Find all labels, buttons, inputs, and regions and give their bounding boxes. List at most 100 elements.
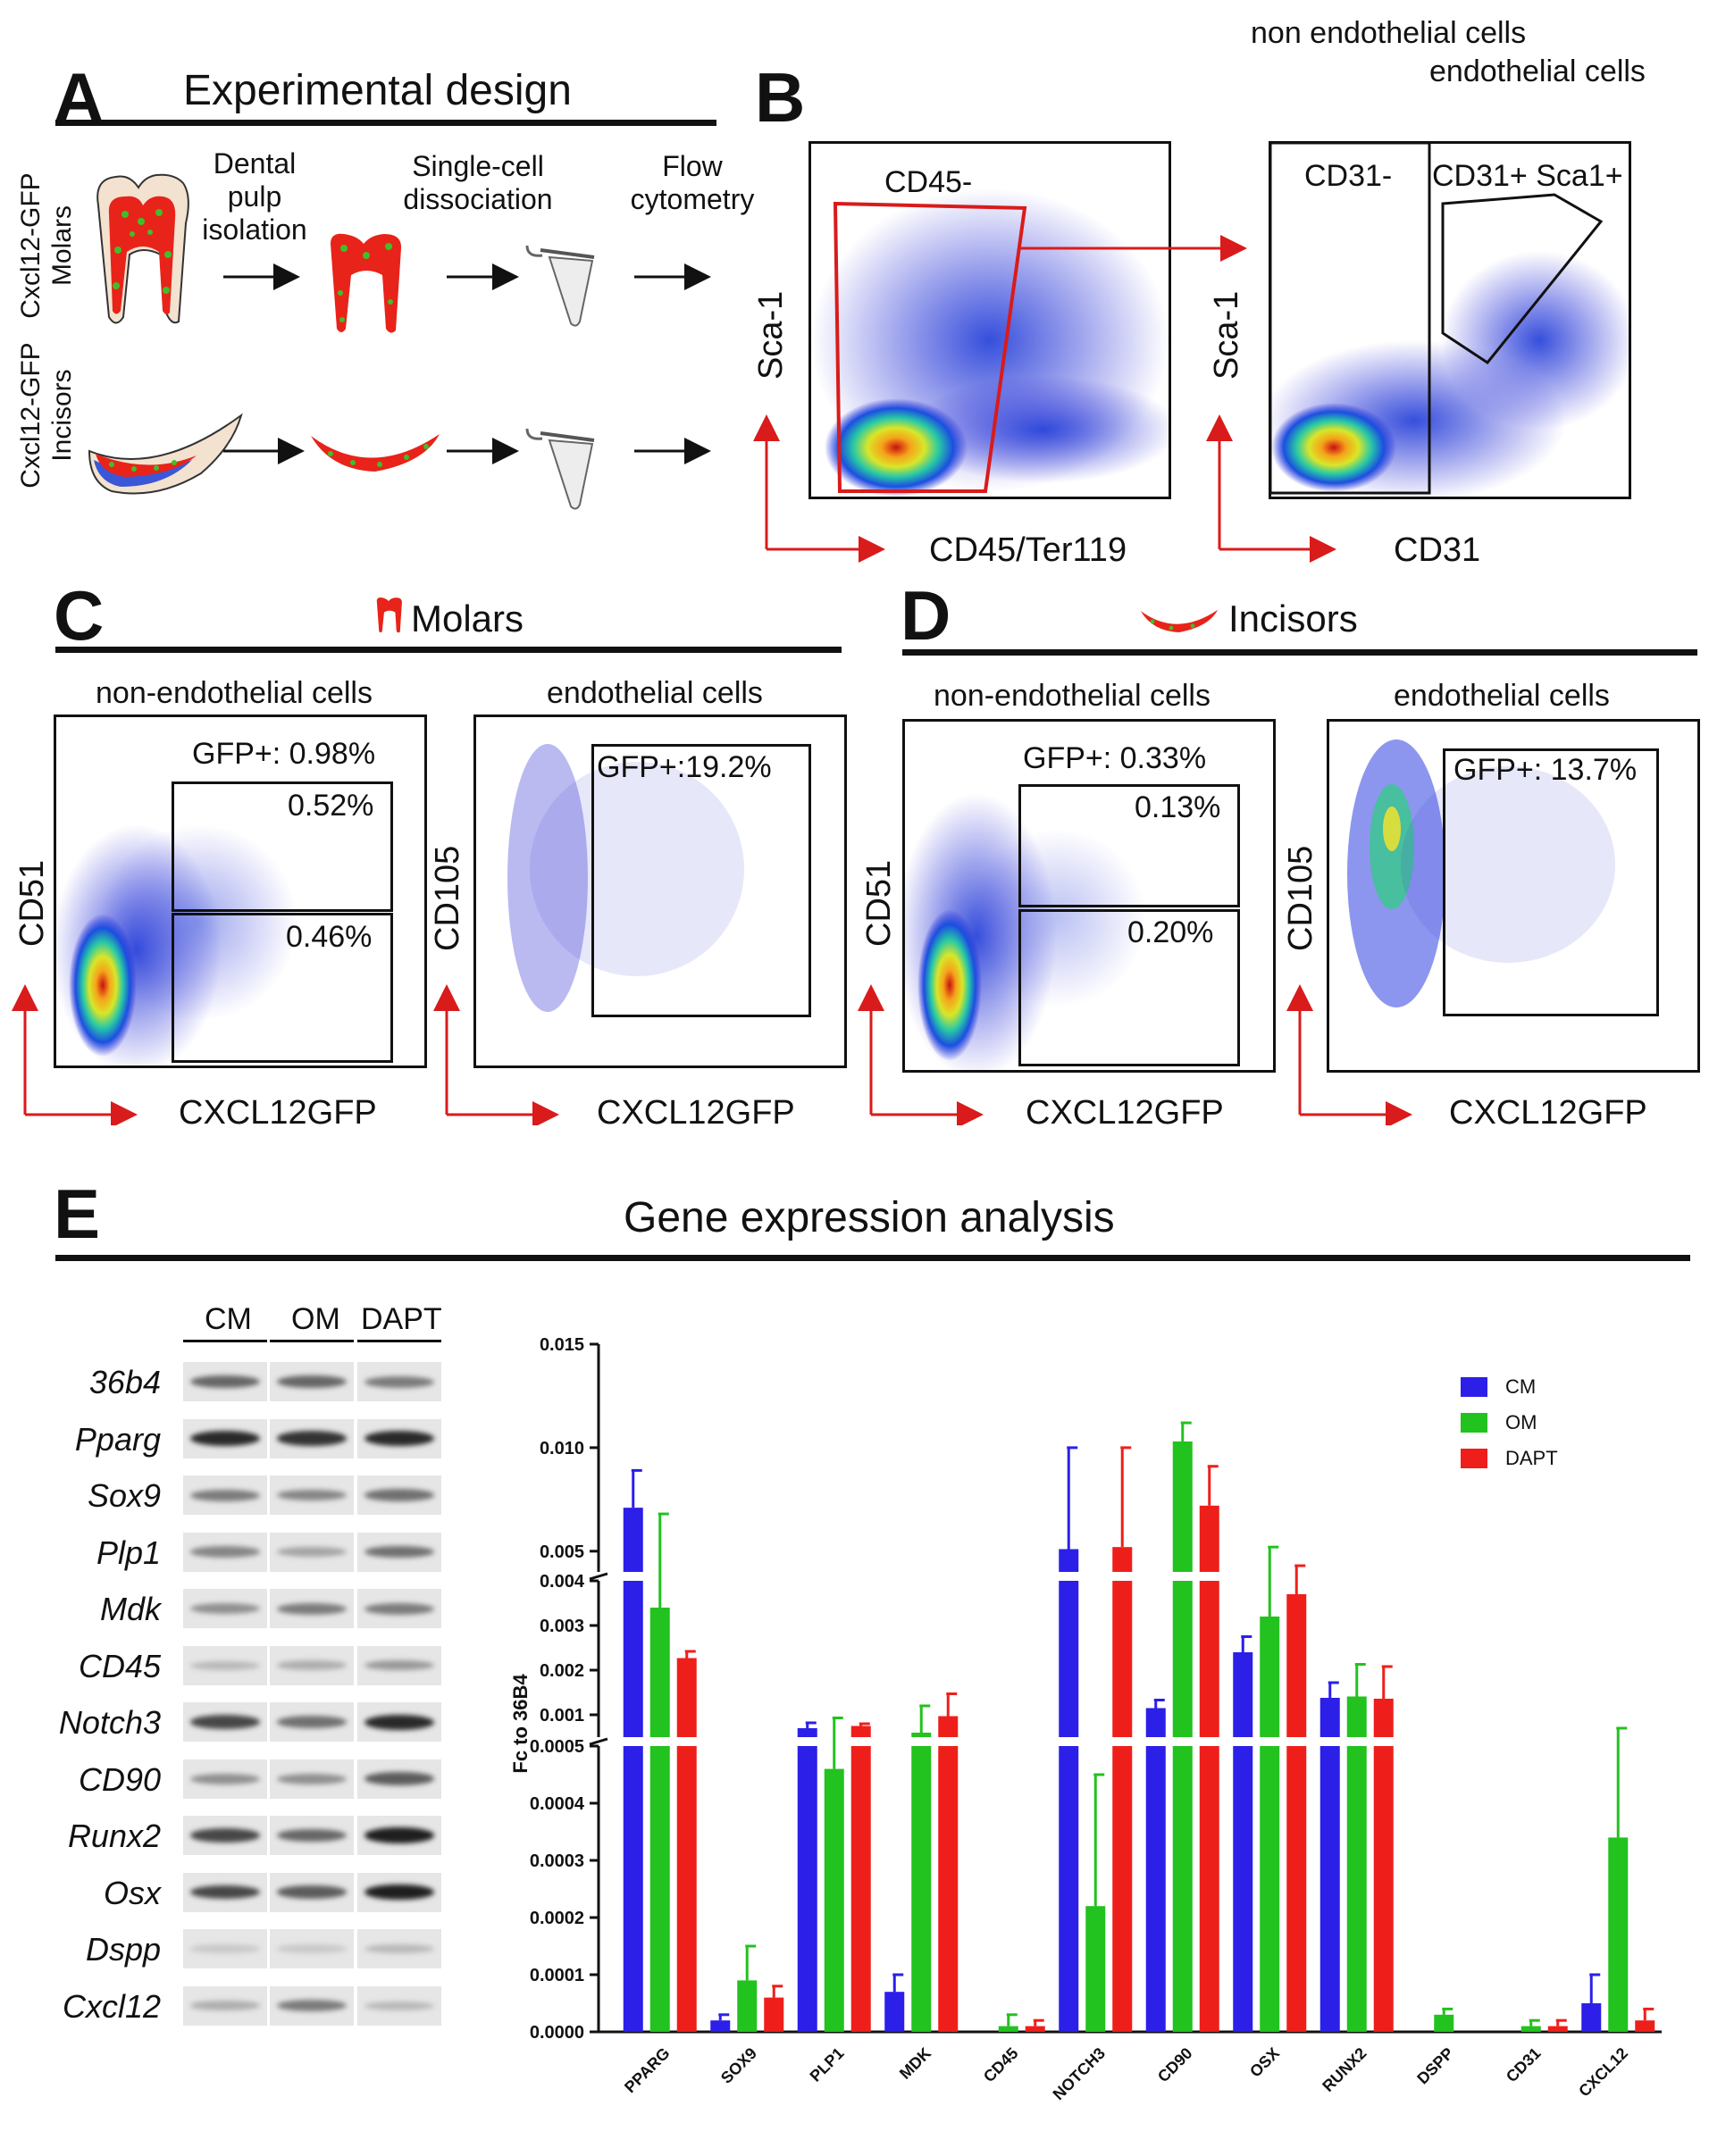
bar-dapt bbox=[676, 1746, 697, 2032]
bar-om bbox=[911, 1746, 932, 2032]
gel-band bbox=[277, 1547, 347, 1557]
y-tick-label: 0.005 bbox=[540, 1542, 584, 1562]
arrows-panel-a bbox=[223, 263, 711, 464]
panel-b-red-axes bbox=[753, 235, 1336, 563]
panel-c-nonendo-subtitle: non-endothelial cells bbox=[96, 676, 373, 710]
bar-om bbox=[1085, 1906, 1106, 2032]
cd31-gates bbox=[1269, 141, 1604, 495]
bar-om bbox=[998, 2026, 1018, 2032]
incisor-mini-icon bbox=[1140, 609, 1219, 632]
c-xlabel-endo: CXCL12GFP bbox=[597, 1094, 795, 1132]
gel-column-line bbox=[183, 1340, 267, 1342]
gel-band bbox=[190, 2001, 260, 2010]
bar-dapt bbox=[1547, 2026, 1568, 2032]
bar-om bbox=[1521, 2026, 1541, 2032]
panel-d-rule bbox=[902, 649, 1697, 656]
header-endothelial-text: endothelial cells bbox=[1429, 54, 1646, 88]
gate-label-cd45: CD45- bbox=[884, 165, 973, 199]
gel-band bbox=[277, 1944, 347, 1953]
y-tick-label: 0.004 bbox=[540, 1572, 585, 1592]
gel-band bbox=[190, 1546, 260, 1558]
x-tick-label: RUNX2 bbox=[1319, 2044, 1370, 2095]
facs-density-d-endo bbox=[1347, 740, 1615, 1007]
gel-band bbox=[190, 1375, 260, 1388]
y-tick-label: 0.015 bbox=[540, 1335, 584, 1355]
d-lower-pct: 0.20% bbox=[1127, 915, 1214, 949]
panel-c-letter: C bbox=[54, 576, 105, 655]
step-single-cell-dissociation: Single-cell dissociation bbox=[403, 150, 553, 215]
gel-lane-box bbox=[183, 1985, 267, 2026]
tube-icon-molars bbox=[525, 245, 595, 327]
gel-band bbox=[364, 1884, 434, 1901]
gate-c-endo bbox=[591, 744, 811, 1017]
c-xlabel-nonendo: CXCL12GFP bbox=[179, 1094, 377, 1132]
gel-lane-box bbox=[183, 1589, 267, 1628]
gel-band bbox=[277, 1716, 347, 1728]
gel-band bbox=[190, 1603, 260, 1614]
bar-dapt bbox=[676, 1658, 697, 1737]
gel-gene-label: CD45 bbox=[78, 1647, 161, 1684]
gel-lane-box bbox=[183, 1532, 267, 1572]
bar-cm bbox=[797, 1728, 817, 1737]
bar-cm bbox=[1145, 1708, 1166, 1737]
gel-band bbox=[190, 1828, 260, 1843]
gel-band bbox=[277, 1431, 347, 1446]
bar-dapt bbox=[1112, 1746, 1133, 2032]
bar-dapt bbox=[1199, 1505, 1219, 1572]
panel-c-rule bbox=[55, 647, 842, 653]
gel-lane-box bbox=[183, 1759, 267, 1799]
facs-plot-d-nonendo bbox=[902, 719, 1276, 1073]
panel-d-endo-subtitle: endothelial cells bbox=[1394, 679, 1610, 713]
gel-lane-box bbox=[357, 1816, 441, 1855]
gel-lane-box bbox=[357, 1872, 441, 1912]
gel-lane-box bbox=[270, 1362, 354, 1401]
bar-cm bbox=[710, 2020, 731, 2032]
x-tick-label: MDK bbox=[896, 2044, 934, 2083]
gel-lane-box bbox=[183, 1816, 267, 1855]
bar-dapt bbox=[938, 1716, 959, 1737]
gate-d-lower bbox=[1018, 909, 1240, 1066]
gel-gene-label: Sox9 bbox=[87, 1477, 161, 1514]
bar-om bbox=[1172, 1581, 1193, 1737]
x-tick-label: OSX bbox=[1246, 2044, 1283, 2081]
bar-cm bbox=[623, 1581, 643, 1737]
gel-gene-label: Osx bbox=[103, 1874, 161, 1911]
d-upper-pct: 0.13% bbox=[1135, 790, 1221, 824]
bar-dapt bbox=[1199, 1581, 1219, 1737]
x-tick-label: DSPP bbox=[1413, 2044, 1457, 2088]
xlabel-cd45-ter119: CD45/Ter119 bbox=[929, 531, 1127, 569]
gel-lane-box bbox=[357, 1645, 441, 1685]
gel-lane-box bbox=[183, 1362, 267, 1401]
gel-lane-box bbox=[270, 1418, 354, 1458]
bar-cm bbox=[1059, 1746, 1079, 2032]
gel-gene-label: Cxcl12 bbox=[62, 1987, 161, 2025]
bar-om bbox=[649, 1608, 670, 1737]
facs-scatter-c-endo bbox=[507, 744, 744, 1012]
gel-lane-box bbox=[270, 1589, 354, 1628]
d-gfp-total: GFP+: 0.33% bbox=[1023, 741, 1207, 775]
d-ylabel-cd105: CD105 bbox=[1282, 845, 1319, 951]
bar-cm bbox=[1319, 1746, 1340, 2032]
gel-image: CM OM DAPT 36b4 Pparg Sox9 Plp1 Mdk CD45 Notch3 CD… bbox=[0, 0, 465, 2156]
panel-d-title: Incisors bbox=[1228, 597, 1358, 639]
bar-cm bbox=[623, 1508, 643, 1572]
bar-cm bbox=[1581, 2003, 1602, 2032]
facs-plot-c-endo bbox=[473, 714, 847, 1068]
gel-lane-box bbox=[270, 1929, 354, 1968]
y-tick-label: 0.002 bbox=[540, 1661, 584, 1681]
molar-pulp-icon bbox=[331, 233, 402, 333]
bar-dapt bbox=[764, 1997, 784, 2032]
legend-label: DAPT bbox=[1505, 1447, 1558, 1469]
x-tick-label: CD31 bbox=[1503, 2044, 1545, 2086]
d-xlabel-nonendo: CXCL12GFP bbox=[1026, 1094, 1224, 1132]
legend-swatch bbox=[1461, 1449, 1487, 1468]
bar-dapt bbox=[1025, 2026, 1045, 2032]
c-gfp-total: GFP+: 0.98% bbox=[192, 737, 376, 771]
gel-lane-box bbox=[357, 1418, 441, 1458]
incisor-pulp-icon bbox=[311, 434, 440, 472]
bar-om bbox=[824, 1768, 844, 2032]
gel-lane-box bbox=[183, 1418, 267, 1458]
facs-density-cd45 bbox=[811, 188, 1169, 497]
molar-mini-icon bbox=[376, 597, 402, 633]
y-tick-label: 0.003 bbox=[540, 1617, 584, 1636]
